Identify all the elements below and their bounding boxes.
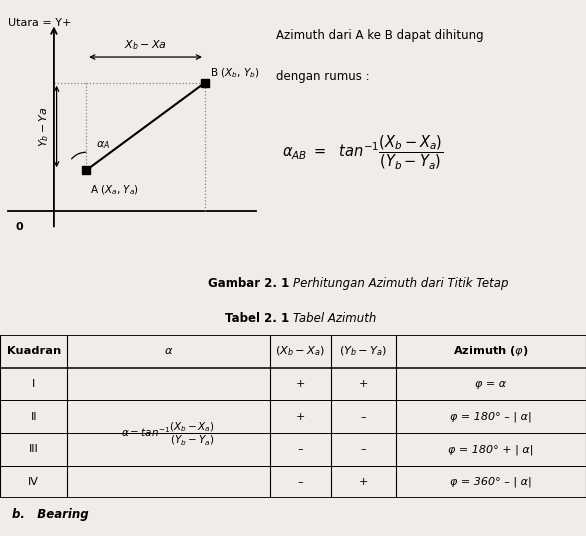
Text: $Y_b - Ya$: $Y_b - Ya$ — [38, 106, 51, 147]
Text: Azimuth dari A ke B dapat dihitung: Azimuth dari A ke B dapat dihitung — [276, 29, 483, 42]
Text: φ = 180° – | α|: φ = 180° – | α| — [450, 412, 532, 422]
Text: $\alpha = tan^{-1}\dfrac{(X_b - X_a)}{(Y_b - Y_a)}$: $\alpha = tan^{-1}\dfrac{(X_b - X_a)}{(Y… — [121, 420, 216, 446]
Text: Tabel 2. 1: Tabel 2. 1 — [225, 312, 293, 325]
Text: +: + — [359, 477, 368, 487]
Text: Tabel Azimuth: Tabel Azimuth — [293, 312, 376, 325]
Text: Perhitungan Azimuth dari Titik Tetap: Perhitungan Azimuth dari Titik Tetap — [293, 277, 509, 290]
Text: IV: IV — [28, 477, 39, 487]
Text: φ = 180° + | α|: φ = 180° + | α| — [448, 444, 533, 455]
Text: $\alpha$: $\alpha$ — [164, 346, 173, 356]
Text: –: – — [360, 444, 366, 455]
Text: φ = α: φ = α — [475, 379, 506, 389]
Text: II: II — [30, 412, 37, 422]
Text: $\alpha_A$: $\alpha_A$ — [96, 139, 110, 151]
Text: φ = 360° – | α|: φ = 360° – | α| — [450, 477, 532, 487]
Text: –: – — [360, 412, 366, 422]
Text: +: + — [359, 379, 368, 389]
Text: b.   Bearing: b. Bearing — [12, 508, 88, 521]
Text: 0: 0 — [15, 222, 23, 232]
Text: Utara = Y+: Utara = Y+ — [8, 18, 71, 28]
Text: +: + — [296, 412, 305, 422]
Text: I: I — [32, 379, 35, 389]
Text: $X_b - Xa$: $X_b - Xa$ — [124, 38, 167, 52]
Text: III: III — [29, 444, 39, 455]
Text: $(Y_b - Y_a)$: $(Y_b - Y_a)$ — [339, 345, 387, 358]
Text: dengan rumus :: dengan rumus : — [276, 70, 370, 83]
Text: $\alpha_{AB}\ =\ \ tan^{-1}\dfrac{(X_b - X_a)}{(Y_b - Y_a)}$: $\alpha_{AB}\ =\ \ tan^{-1}\dfrac{(X_b -… — [282, 133, 444, 171]
Text: A ($X_a$, $Y_a$): A ($X_a$, $Y_a$) — [90, 183, 139, 197]
Text: +: + — [296, 379, 305, 389]
Text: Azimuth ($\varphi$): Azimuth ($\varphi$) — [453, 344, 529, 359]
Text: –: – — [298, 477, 303, 487]
Text: –: – — [298, 444, 303, 455]
Text: Kuadran: Kuadran — [6, 346, 61, 356]
Text: Gambar 2. 1: Gambar 2. 1 — [207, 277, 293, 290]
Text: B ($X_b$, $Y_b$): B ($X_b$, $Y_b$) — [210, 66, 260, 80]
Text: $(X_b - X_a)$: $(X_b - X_a)$ — [275, 345, 325, 358]
